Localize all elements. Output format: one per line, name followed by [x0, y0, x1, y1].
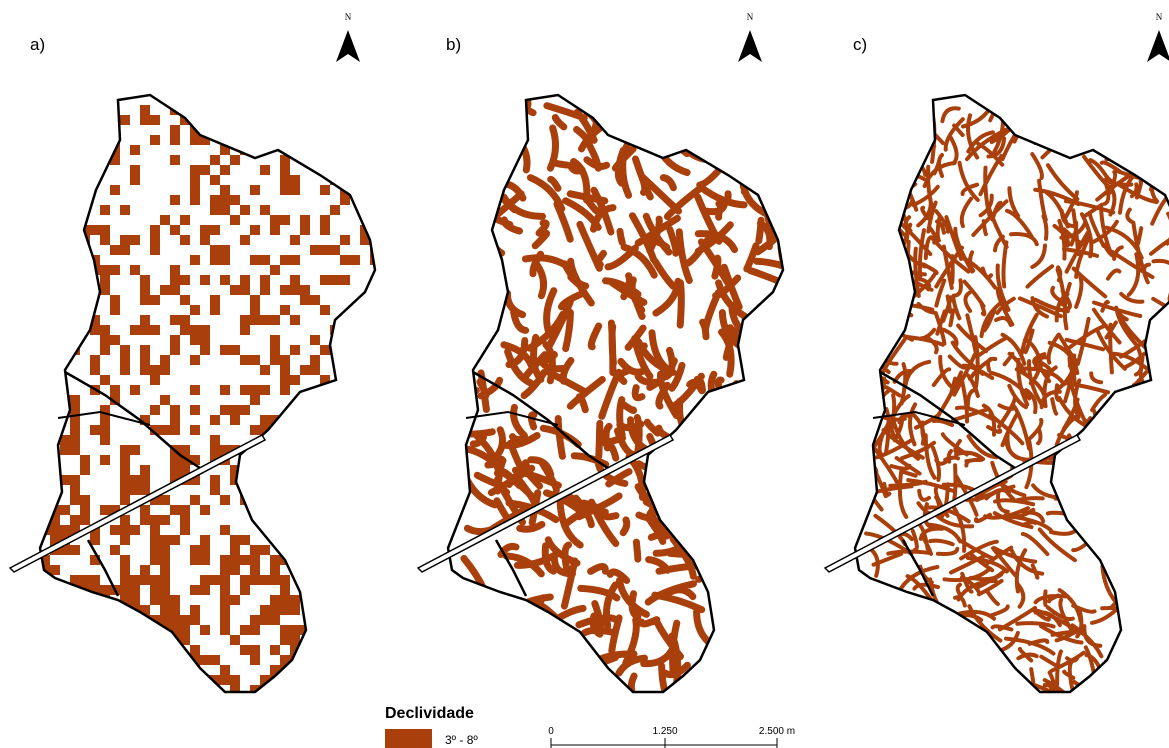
- north-arrow: [1147, 30, 1169, 62]
- slope-area: [40, 95, 380, 695]
- scale-bar: [551, 738, 777, 748]
- north-label: N: [1156, 12, 1163, 22]
- north-arrow: [738, 30, 762, 62]
- panel-label: b): [446, 35, 461, 54]
- scale-label: 1.250: [652, 726, 677, 737]
- map-panel: c) N: [825, 12, 1169, 729]
- panels: a) Nb) Nc) N: [10, 12, 1169, 740]
- north-arrow: [336, 30, 360, 62]
- legend-title: Declividade: [385, 705, 474, 722]
- map-panel: a) N: [10, 12, 380, 695]
- legend-label: 3º - 8º: [445, 733, 478, 747]
- figure: a) Nb) Nc) N Declividade 3º - 8º 0 1.250 2.…: [0, 0, 1169, 748]
- scale-label: 0: [548, 726, 554, 737]
- legend-swatch: [385, 729, 432, 748]
- slope-area: [427, 96, 818, 740]
- north-label: N: [345, 12, 352, 22]
- scale-label: 2.500 m: [759, 726, 795, 737]
- north-label: N: [747, 12, 754, 22]
- panel-label: c): [853, 35, 867, 54]
- boundary: [448, 95, 783, 692]
- map-panel: b) N: [418, 12, 818, 740]
- panel-label: a): [30, 35, 45, 54]
